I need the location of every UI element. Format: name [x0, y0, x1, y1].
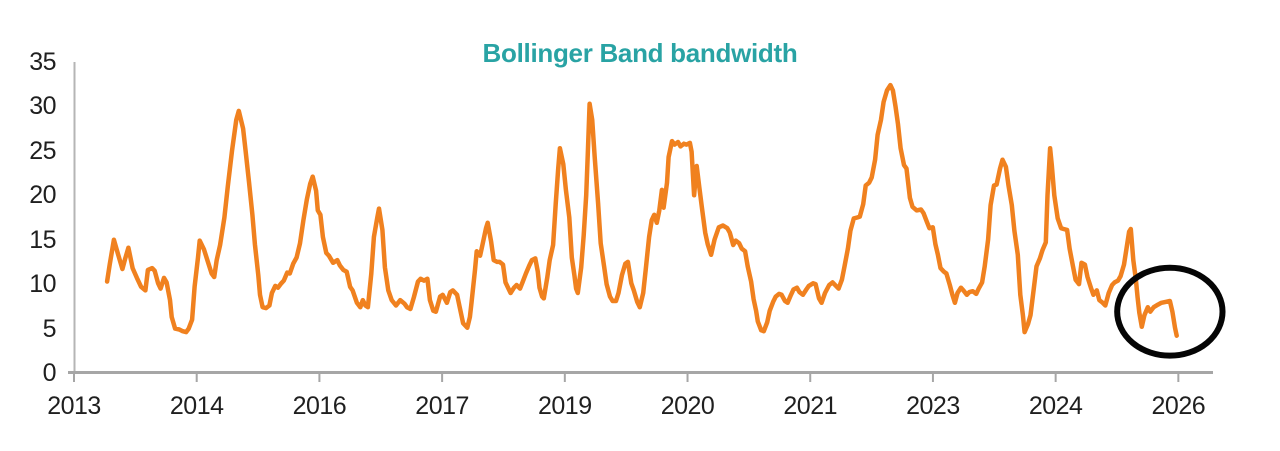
x-axis-tick-label: 2026: [1151, 392, 1206, 420]
bandwidth-line-series: [104, 82, 1179, 338]
x-axis-tick-label: 2019: [538, 392, 592, 420]
x-axis-tick-label: 2020: [660, 392, 715, 420]
highlight-ellipse-annotation: [1114, 264, 1226, 359]
x-axis-tick-label: 2013: [47, 392, 101, 420]
x-axis-tick-label: 2021: [783, 392, 838, 420]
y-axis-tick-label: 0: [42, 359, 57, 387]
y-axis-tick-label: 5: [42, 314, 57, 343]
y-axis-tick-label: 35: [29, 47, 56, 76]
y-axis-tick-label: 30: [29, 92, 56, 121]
chart-title: Bollinger Band bandwidth: [482, 38, 798, 68]
x-axis-tick-label: 2017: [415, 392, 469, 420]
y-axis-tick-label: 25: [29, 136, 56, 165]
x-axis-tick-label: 2016: [292, 392, 347, 420]
x-axis-tick-label: 2023: [906, 392, 960, 420]
y-axis-tick-label: 15: [29, 225, 56, 254]
x-axis-tick-label: 2024: [1028, 392, 1083, 420]
y-axis-tick-label: 20: [29, 181, 56, 210]
y-axis-tick-label: 10: [29, 270, 56, 299]
x-axis-tick-label: 2014: [169, 392, 224, 420]
